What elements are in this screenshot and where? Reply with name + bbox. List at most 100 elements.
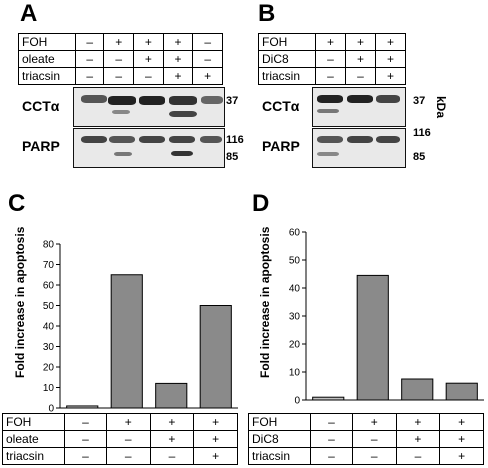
condition-cell: – bbox=[310, 447, 353, 465]
panel-c-condition-table: FOH – + + + oleate – – + + triacsin – – … bbox=[2, 413, 238, 465]
table-row: triacsin – – – + + bbox=[18, 67, 223, 85]
condition-cell: + bbox=[149, 413, 195, 431]
band bbox=[139, 96, 165, 105]
y-tick-label: 80 bbox=[43, 240, 55, 251]
condition-cell: – bbox=[351, 447, 397, 465]
condition-cell: – bbox=[103, 50, 135, 68]
band bbox=[317, 95, 343, 103]
band bbox=[347, 95, 373, 103]
y-tick-label: 20 bbox=[289, 340, 301, 351]
bars bbox=[66, 274, 232, 409]
y-tick-label: 20 bbox=[43, 363, 55, 374]
band bbox=[317, 152, 339, 156]
bar bbox=[401, 378, 434, 401]
condition-cell: – bbox=[103, 67, 135, 85]
blot-label-cct: CCTα bbox=[262, 98, 300, 114]
band bbox=[81, 136, 107, 143]
row-label: oleate bbox=[18, 50, 76, 68]
condition-cell: + bbox=[375, 33, 406, 51]
table-row: triacsin – – – + bbox=[2, 447, 238, 465]
y-tick-label: 60 bbox=[43, 281, 55, 292]
y-tick-label: 40 bbox=[289, 284, 301, 295]
condition-cell: – bbox=[74, 33, 105, 51]
condition-cell: + bbox=[103, 33, 135, 51]
band bbox=[317, 109, 339, 113]
mw-label-85: 85 bbox=[226, 151, 239, 163]
condition-cell: + bbox=[193, 413, 238, 431]
blot-label-parp: PARP bbox=[22, 138, 60, 154]
condition-cell: – bbox=[74, 50, 105, 68]
condition-cell: – bbox=[395, 447, 441, 465]
panel-label-d: D bbox=[252, 190, 270, 217]
band bbox=[200, 136, 222, 143]
condition-cell: + bbox=[133, 50, 164, 68]
condition-cell: + bbox=[315, 33, 346, 51]
bar bbox=[356, 274, 389, 401]
blot-parp-b bbox=[312, 128, 406, 168]
y-tick-label: 30 bbox=[289, 312, 301, 323]
row-label: oleate bbox=[2, 430, 65, 448]
condition-cell: – bbox=[315, 50, 346, 68]
condition-cell: + bbox=[193, 430, 238, 448]
condition-cell: + bbox=[345, 50, 376, 68]
panel-b-condition-table: FOH + + + DiC8 – + + triacsin – – + bbox=[258, 33, 406, 85]
condition-cell: + bbox=[162, 50, 194, 68]
condition-cell: + bbox=[345, 33, 376, 51]
condition-cell: – bbox=[133, 67, 164, 85]
y-tick-label: 40 bbox=[43, 322, 55, 333]
condition-cell: – bbox=[149, 447, 195, 465]
condition-cell: + bbox=[351, 413, 397, 431]
bar bbox=[155, 382, 188, 409]
bar bbox=[66, 405, 99, 409]
band bbox=[108, 96, 136, 105]
table-row: DiC8 – – + + bbox=[248, 430, 484, 448]
mw-label-37: 37 bbox=[413, 95, 426, 107]
panel-a-condition-table: FOH – + + + – oleate – – + + – triacsin … bbox=[18, 33, 223, 85]
blot-cct-a bbox=[73, 87, 225, 127]
band bbox=[317, 136, 343, 143]
y-axis-label: Fold increase in apoptosis bbox=[258, 226, 272, 378]
y-tick-label: 50 bbox=[289, 256, 301, 267]
condition-cell: + bbox=[395, 413, 441, 431]
condition-cell: – bbox=[64, 447, 107, 465]
band bbox=[114, 152, 132, 156]
condition-cell: + bbox=[395, 430, 441, 448]
band bbox=[169, 96, 197, 105]
condition-cell: – bbox=[315, 67, 346, 85]
condition-cell: – bbox=[192, 50, 223, 68]
condition-cell: + bbox=[105, 413, 151, 431]
condition-cell: – bbox=[64, 430, 107, 448]
table-row: oleate – – + + – bbox=[18, 50, 223, 68]
y-tick-label: 0 bbox=[48, 404, 54, 413]
condition-cell: + bbox=[162, 33, 194, 51]
band bbox=[139, 136, 165, 143]
y-tick-label: 50 bbox=[43, 301, 55, 312]
row-label: FOH bbox=[248, 413, 311, 431]
band bbox=[347, 136, 373, 143]
band bbox=[112, 110, 130, 114]
condition-cell: + bbox=[439, 447, 484, 465]
condition-cell: – bbox=[105, 430, 151, 448]
condition-cell: + bbox=[162, 67, 194, 85]
row-label: FOH bbox=[18, 33, 76, 51]
row-label: triacsin bbox=[258, 67, 316, 85]
bar bbox=[445, 382, 478, 401]
condition-cell: + bbox=[375, 50, 406, 68]
blot-parp-a bbox=[73, 128, 225, 168]
blot-label-parp: PARP bbox=[262, 138, 300, 154]
condition-cell: + bbox=[193, 447, 238, 465]
y-tick-label: 10 bbox=[43, 383, 55, 394]
mw-label-116: 116 bbox=[413, 127, 431, 139]
table-row: FOH – + + + bbox=[2, 413, 238, 431]
row-label: triacsin bbox=[2, 447, 65, 465]
blot-cct-b bbox=[312, 87, 406, 127]
condition-cell: – bbox=[310, 413, 353, 431]
row-label: triacsin bbox=[18, 67, 76, 85]
band bbox=[81, 95, 107, 103]
row-label: DiC8 bbox=[258, 50, 316, 68]
panel-label-c: C bbox=[8, 190, 26, 217]
chart-d: 0 10 20 30 40 50 60 bbox=[289, 228, 484, 407]
row-label: triacsin bbox=[248, 447, 311, 465]
table-row: FOH + + + bbox=[258, 33, 406, 51]
row-label: DiC8 bbox=[248, 430, 311, 448]
